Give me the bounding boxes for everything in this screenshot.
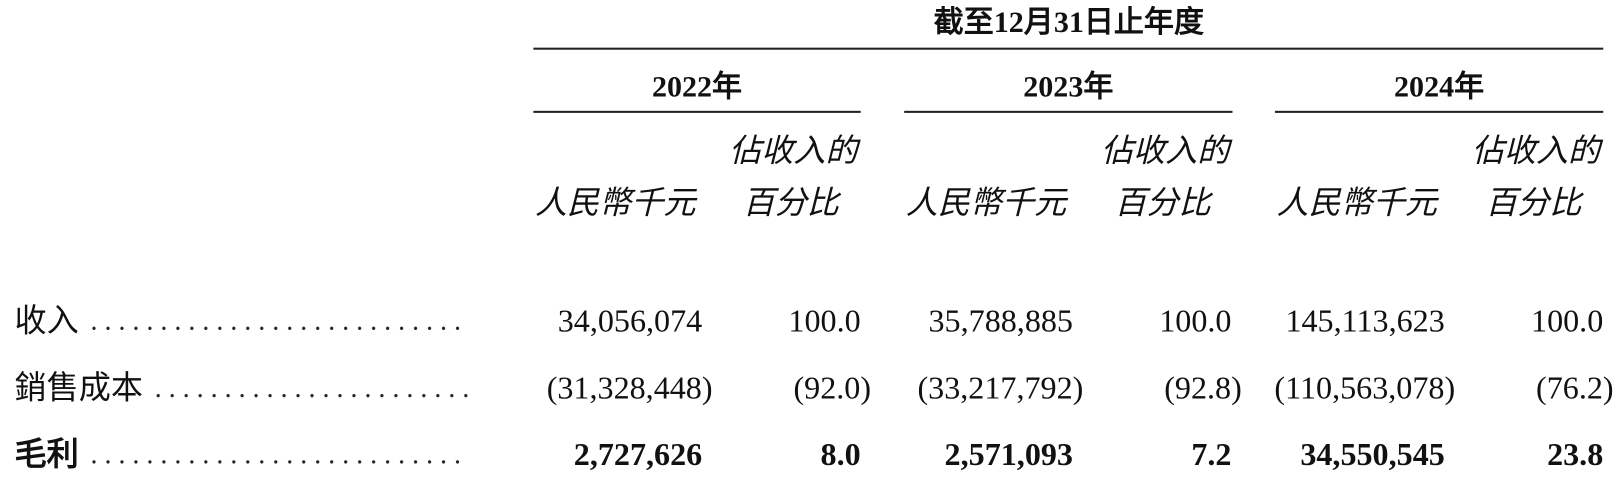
percent-cell: 7.2 bbox=[1191, 436, 1232, 473]
header-rule bbox=[533, 47, 1604, 50]
year-rule bbox=[904, 110, 1233, 113]
year-header: 2023年 bbox=[1023, 70, 1114, 104]
amount-unit: 人民幣千元 bbox=[1276, 184, 1438, 221]
percent-cell: (92.0) bbox=[793, 369, 872, 406]
dot-leader bbox=[86, 458, 470, 466]
amount-cell: 2,571,093 bbox=[944, 436, 1073, 473]
percent-unit: 佔收入的 bbox=[1100, 132, 1230, 169]
year-header: 2024年 bbox=[1394, 70, 1485, 104]
amount-cell: (110,563,078) bbox=[1274, 369, 1456, 406]
amount-cell: 34,056,074 bbox=[557, 302, 703, 339]
percent-unit: 佔收入的 bbox=[1471, 132, 1601, 169]
percent-cell: 100.0 bbox=[1159, 302, 1232, 339]
amount-cell: (33,217,792) bbox=[917, 369, 1084, 406]
percent-unit: 百分比 bbox=[742, 184, 839, 221]
year-rule bbox=[533, 110, 861, 113]
dot-leader bbox=[151, 392, 470, 399]
percent-cell: 100.0 bbox=[788, 302, 861, 339]
percent-cell: 100.0 bbox=[1531, 302, 1604, 339]
amount-cell: (31,328,448) bbox=[546, 369, 713, 406]
row-label: 毛利 bbox=[14, 436, 79, 473]
percent-unit: 百分比 bbox=[1485, 184, 1582, 221]
amount-cell: 2,727,626 bbox=[573, 436, 703, 473]
year-header: 2022年 bbox=[651, 70, 743, 104]
dot-leader bbox=[86, 325, 470, 332]
percent-unit: 佔收入的 bbox=[729, 132, 858, 169]
percent-cell: (92.8) bbox=[1164, 369, 1242, 406]
percent-cell: (76.2) bbox=[1536, 369, 1614, 406]
percent-cell: 8.0 bbox=[820, 436, 861, 473]
period-header: 截至12月31日止年度 bbox=[933, 6, 1205, 40]
amount-unit: 人民幣千元 bbox=[534, 184, 696, 221]
row-label: 銷售成本 bbox=[14, 369, 143, 406]
year-rule bbox=[1274, 110, 1604, 113]
percent-cell: 23.8 bbox=[1547, 436, 1604, 473]
amount-cell: 35,788,885 bbox=[928, 302, 1073, 339]
amount-unit: 人民幣千元 bbox=[905, 184, 1067, 221]
row-label: 收入 bbox=[14, 302, 79, 339]
amount-cell: 34,550,545 bbox=[1300, 436, 1445, 473]
percent-unit: 百分比 bbox=[1114, 184, 1211, 221]
amount-cell: 145,113,623 bbox=[1285, 302, 1445, 339]
